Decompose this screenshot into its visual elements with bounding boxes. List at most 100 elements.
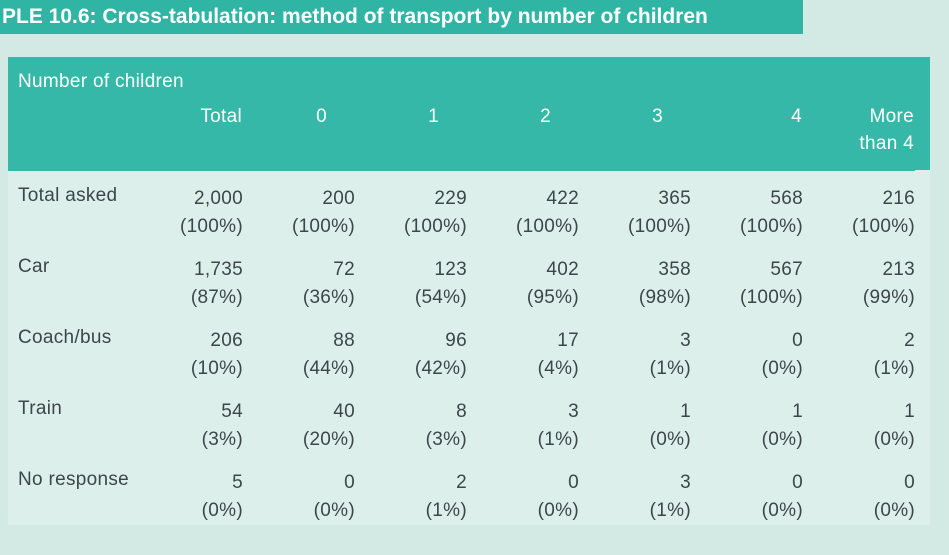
- cell: 422 (100%): [467, 171, 579, 242]
- cell-percent: (100%): [179, 216, 243, 237]
- cell-count: 3: [680, 472, 691, 493]
- cell-percent: (100%): [739, 287, 803, 308]
- cell-percent: (87%): [190, 287, 243, 308]
- cell: 1 (0%): [691, 384, 803, 455]
- cell: 0 (0%): [691, 455, 803, 526]
- cell-percent: (100%): [627, 216, 691, 237]
- cell-count: 17: [557, 330, 579, 351]
- table-body: Total asked 2,000 (100%) 200 (100%) 229 (10…: [8, 171, 915, 526]
- cell-count: 422: [546, 188, 579, 209]
- cell-count: 0: [344, 472, 355, 493]
- cell: 3 (1%): [579, 455, 691, 526]
- cell-percent: (0%): [537, 500, 579, 521]
- cell: 216 (100%): [803, 171, 915, 242]
- cell-count: 0: [568, 472, 579, 493]
- cell-percent: (100%): [739, 216, 803, 237]
- table-row-car: Car 1,735 (87%) 72 (36%) 123 (54%) 402 (95%)…: [8, 242, 915, 313]
- cell-percent: (99%): [862, 287, 916, 308]
- cell-count: 2: [456, 472, 467, 493]
- cell-count: 40: [333, 401, 355, 422]
- cell-count: 1: [792, 401, 803, 422]
- cell: 2,000 (100%): [131, 171, 243, 242]
- column-header-1: 1: [355, 97, 467, 171]
- cell: 229 (100%): [355, 171, 467, 242]
- cell: 54 (3%): [131, 384, 243, 455]
- cell: 1 (0%): [579, 384, 691, 455]
- row-label-coach-bus: Coach/bus: [18, 327, 112, 348]
- cell-percent: (100%): [851, 216, 916, 237]
- cell-count: 1,735: [193, 259, 243, 280]
- cell-percent: (1%): [649, 500, 691, 521]
- crosstab-table: Number of children Total 0 1 2 3 4 More …: [8, 57, 916, 526]
- cell-percent: (0%): [201, 500, 243, 521]
- cell: 1,735 (87%): [131, 242, 243, 313]
- cell: 1 (0%): [803, 384, 915, 455]
- cell-count: 0: [904, 472, 916, 493]
- cell-count: 229: [434, 188, 467, 209]
- header-group-row: Number of children: [8, 57, 916, 97]
- table-row-total-asked: Total asked 2,000 (100%) 200 (100%) 229 (10…: [8, 171, 915, 242]
- cell-count: 402: [546, 259, 579, 280]
- crosstab-table-card: Number of children Total 0 1 2 3 4 More …: [8, 57, 930, 525]
- cell: 17 (4%): [467, 313, 579, 384]
- row-label-car: Car: [18, 256, 50, 277]
- cell-count: 88: [333, 330, 355, 351]
- cell-count: 1: [904, 401, 916, 422]
- column-header-3: 3: [579, 97, 691, 171]
- cell: 72 (36%): [243, 242, 355, 313]
- column-header-blank: [8, 97, 131, 171]
- cell: 200 (100%): [243, 171, 355, 242]
- cell-percent: (4%): [537, 358, 579, 379]
- cell-percent: (36%): [302, 287, 355, 308]
- cell: 3 (1%): [467, 384, 579, 455]
- cell-count: 365: [658, 188, 691, 209]
- cell-count: 1: [680, 401, 691, 422]
- table-header: Number of children Total 0 1 2 3 4 More …: [8, 57, 916, 171]
- cell-percent: (98%): [638, 287, 691, 308]
- column-header-4: 4: [691, 97, 803, 171]
- cell: 402 (95%): [467, 242, 579, 313]
- cell: 88 (44%): [243, 313, 355, 384]
- cell-percent: (1%): [425, 500, 467, 521]
- cell: 5 (0%): [131, 455, 243, 526]
- cell-percent: (0%): [313, 500, 355, 521]
- cell: 358 (98%): [579, 242, 691, 313]
- cell-percent: (0%): [649, 429, 691, 450]
- cell: 40 (20%): [243, 384, 355, 455]
- row-label-train: Train: [18, 398, 63, 419]
- cell-count: 123: [434, 259, 467, 280]
- cell: 0 (0%): [467, 455, 579, 526]
- cell-count: 54: [221, 401, 243, 422]
- table-row-no-response: No response 5 (0%) 0 (0%) 2 (1%) 0 (0%) 3 (1%…: [8, 455, 915, 526]
- cell-percent: (100%): [291, 216, 355, 237]
- cell-count: 200: [322, 188, 355, 209]
- cell-count: 2,000: [193, 188, 243, 209]
- cell-percent: (0%): [761, 429, 803, 450]
- example-title-text: PLE 10.6: Cross-tabulation: method of tr…: [2, 5, 708, 28]
- cell-count: 3: [568, 401, 579, 422]
- cell-percent: (1%): [649, 358, 691, 379]
- cell-percent: (20%): [302, 429, 355, 450]
- example-title-bar: PLE 10.6: Cross-tabulation: method of tr…: [0, 0, 803, 34]
- cell-percent: (3%): [201, 429, 243, 450]
- cell-percent: (0%): [761, 358, 803, 379]
- row-label-no-response: No response: [18, 469, 130, 490]
- table-row-coach-bus: Coach/bus 206 (10%) 88 (44%) 96 (42%) 17 (4%…: [8, 313, 915, 384]
- cell-percent: (1%): [873, 358, 916, 379]
- cell: 213 (99%): [803, 242, 915, 313]
- cell: 567 (100%): [691, 242, 803, 313]
- header-band-extension: [915, 57, 930, 170]
- cell-count: 568: [770, 188, 803, 209]
- cell: 2 (1%): [803, 313, 915, 384]
- cell: 123 (54%): [355, 242, 467, 313]
- cell: 2 (1%): [355, 455, 467, 526]
- cell-count: 358: [658, 259, 691, 280]
- cell-percent: (10%): [190, 358, 243, 379]
- row-label-total-asked: Total asked: [18, 185, 118, 206]
- table-row-train: Train 54 (3%) 40 (20%) 8 (3%) 3 (1%) 1 (0%) 1…: [8, 384, 915, 455]
- cell-percent: (0%): [761, 500, 803, 521]
- cell: 0 (0%): [243, 455, 355, 526]
- cell-count: 567: [770, 259, 803, 280]
- cell-count: 0: [792, 330, 803, 351]
